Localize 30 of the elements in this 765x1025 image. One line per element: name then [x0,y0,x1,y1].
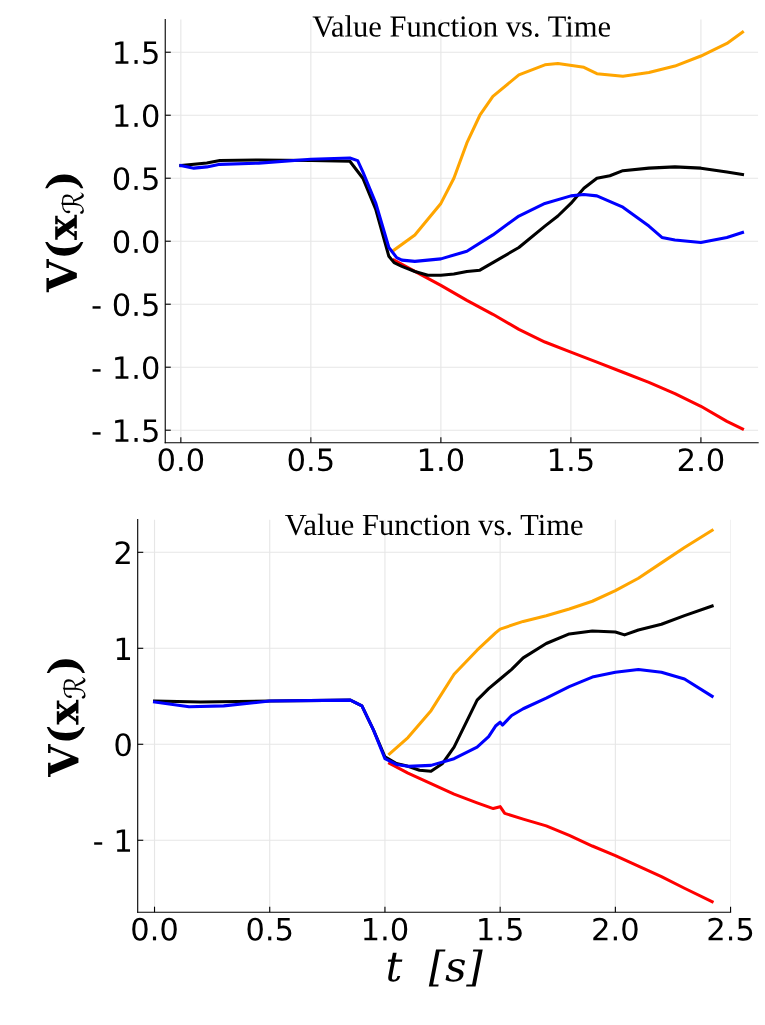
y-tick-label: 1.5 [115,41,158,65]
x-axis-title: t [s] [387,949,483,987]
x-tick-label: 2.0 [678,448,724,472]
chart-title: Value Function vs. Time [285,513,583,536]
y-tick-label: 0 [115,733,131,757]
line-series [392,258,745,431]
y-tick-label: 0.5 [113,167,158,191]
line-series [388,761,714,904]
x-tick-label: 0.0 [158,448,204,472]
x-tick-label: 0.5 [247,917,292,941]
x-tick-label: 1.5 [549,448,593,472]
y-axis-title: V(x$_{ℛ}$) [45,174,84,293]
x-tick-label: 0.5 [288,448,333,472]
chart-title: Value Function vs. Time [312,15,611,37]
x-tick-label: 0.0 [132,917,177,941]
y-tick-label: 1.0 [115,104,159,128]
y-axis-title: V(x$_{ℛ}$) [46,659,86,778]
x-tick-label: 2.0 [593,917,638,941]
y-tick-label: - 0.5 [92,293,158,317]
x-tick-label: 1.0 [419,448,464,472]
y-tick-label: 1 [116,637,131,660]
y-tick-label: - 1 [94,829,131,852]
x-tick-label: 1.0 [364,917,408,941]
x-tick-label: 1.5 [479,918,522,941]
y-tick-label: - 1.5 [92,419,158,443]
x-tick-label: 2.5 [708,917,753,941]
y-tick-label: 2 [115,541,130,564]
y-tick-label: 0.0 [113,230,159,254]
y-tick-label: - 1.0 [92,356,159,380]
line-series [152,667,714,768]
